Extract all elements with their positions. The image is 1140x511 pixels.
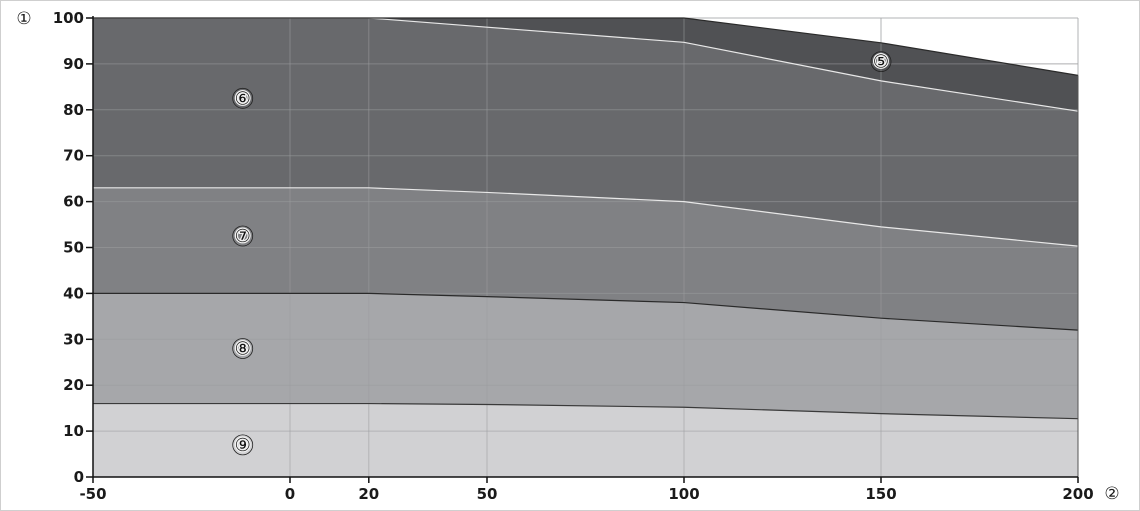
series-label-1: ⑨ — [235, 435, 251, 456]
area-band-4 — [93, 18, 1078, 247]
series-boundary-1 — [93, 402, 1079, 420]
y-tick-label: 90 — [63, 55, 84, 73]
x-tick-label: 150 — [865, 485, 896, 503]
series-label-3: ⑦ — [235, 226, 251, 247]
x-tick-label: 200 — [1062, 485, 1093, 503]
series-label-circle-5 — [870, 51, 892, 73]
series-label-2: ⑧ — [235, 338, 251, 359]
x-tick-label: 100 — [668, 485, 699, 503]
y-tick-label: 100 — [53, 9, 84, 27]
area-band-2 — [93, 293, 1078, 419]
y-tick-label: 10 — [63, 422, 84, 440]
series-label-circle-3 — [232, 225, 254, 247]
y-tick-label: 60 — [63, 193, 84, 211]
x-tick-label: 20 — [358, 485, 379, 503]
x-axis-marker: ② — [1104, 484, 1119, 504]
y-tick-label: 0 — [74, 468, 84, 486]
x-tick-label: 50 — [477, 485, 498, 503]
area-band-5 — [93, 18, 1078, 112]
series-boundary-2 — [93, 292, 1079, 331]
y-tick-label: 30 — [63, 330, 84, 348]
series-label-4: ⑥ — [235, 88, 251, 109]
x-tick-label: -50 — [79, 485, 106, 503]
series-label-circle-4 — [232, 87, 254, 109]
area-band-1 — [93, 403, 1078, 477]
series-label-5: ⑤ — [873, 52, 889, 73]
y-tick-label: 70 — [63, 147, 84, 165]
series-label-circle-1 — [232, 434, 254, 456]
series-label-circle-2 — [232, 338, 254, 359]
y-tick-label: 20 — [63, 376, 84, 394]
series-boundary-3 — [93, 187, 1079, 247]
area-band-3 — [93, 187, 1078, 331]
y-tick-label: 80 — [63, 101, 84, 119]
y-axis-marker: ① — [16, 9, 31, 29]
y-tick-label: 40 — [63, 284, 84, 302]
x-tick-label: 0 — [285, 485, 295, 503]
y-tick-label: 50 — [63, 239, 84, 257]
series-boundary-5 — [93, 17, 1079, 76]
